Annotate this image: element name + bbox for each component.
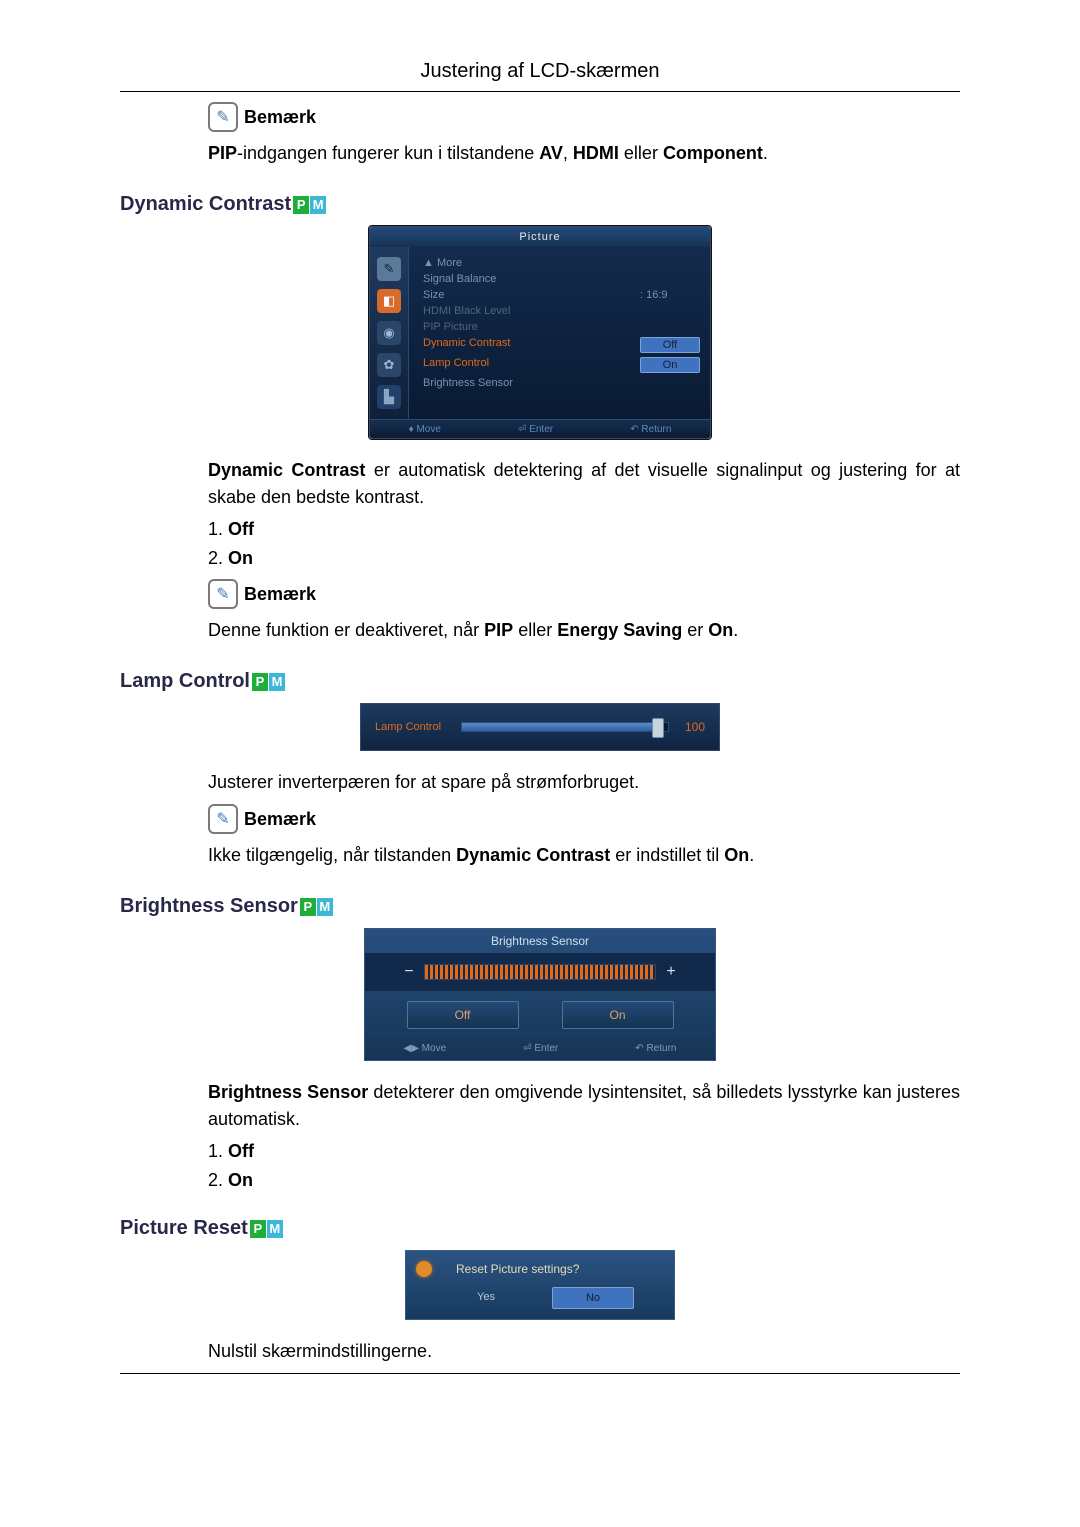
osd-signal-balance[interactable]: Signal Balance: [423, 271, 700, 287]
warning-icon: [416, 1261, 432, 1277]
lamp-slider-label: Lamp Control: [375, 721, 453, 733]
note-1: ✎ Bemærk PIP-indgangen fungerer kun i ti…: [208, 102, 960, 167]
note-2-text: Denne funktion er deaktiveret, når PIP e…: [208, 617, 960, 644]
osd-more[interactable]: ▲ More: [423, 255, 700, 271]
brightness-plus[interactable]: +: [656, 963, 686, 981]
osd-pip-picture: PIP Picture: [423, 319, 700, 335]
osd-icon-3[interactable]: ◉: [377, 321, 401, 345]
lamp-desc: Justerer inverterpæren for at spare på s…: [208, 769, 960, 796]
section-brightness-sensor: Brightness Sensor PM: [120, 895, 960, 918]
pm-badge: PM: [293, 196, 326, 214]
bsense-foot-enter: ⏎ Enter: [523, 1043, 558, 1054]
osd-footer: ♦ Move ⏎ Enter ↶ Return: [370, 419, 710, 438]
section-lamp-control: Lamp Control PM: [120, 670, 960, 693]
osd-foot-enter: ⏎ Enter: [518, 424, 553, 435]
section-picture-reset: Picture Reset PM: [120, 1217, 960, 1240]
note-3: ✎ Bemærk Ikke tilgængelig, når tilstande…: [208, 804, 960, 869]
dynamic-desc: Dynamic Contrast er automatisk detekteri…: [208, 457, 960, 511]
note-icon: ✎: [208, 102, 238, 132]
section-dynamic-contrast: Dynamic Contrast PM: [120, 193, 960, 216]
lamp-slider-figure: Lamp Control 100: [120, 703, 960, 751]
lamp-slider[interactable]: [461, 722, 669, 732]
header-rule: [120, 91, 960, 92]
bsense-foot-return: ↶ Return: [635, 1043, 676, 1054]
page-title: Justering af LCD-skærmen: [120, 60, 960, 83]
osd-icon-column: ✎ ◧ ◉ ✿ ▙: [370, 247, 409, 419]
footer-rule: [120, 1373, 960, 1374]
brightness-panel: Brightness Sensor − + Off On ◀▶ Move ⏎ E…: [120, 928, 960, 1061]
note-label: Bemærk: [244, 809, 316, 830]
osd-icon-5[interactable]: ▙: [377, 385, 401, 409]
reset-yes-button[interactable]: Yes: [446, 1287, 526, 1307]
note-icon: ✎: [208, 579, 238, 609]
brightness-minus[interactable]: −: [394, 963, 424, 981]
list-item: Off: [228, 519, 960, 540]
note-label: Bemærk: [244, 107, 316, 128]
osd-foot-move: ♦ Move: [409, 424, 441, 435]
osd-hdmi-black: HDMI Black Level: [423, 303, 700, 319]
osd-brightness-sensor[interactable]: Brightness Sensor: [423, 375, 700, 391]
page: Justering af LCD-skærmen ✎ Bemærk PIP-in…: [0, 0, 1080, 1414]
note-2: ✎ Bemærk Denne funktion er deaktiveret, …: [208, 579, 960, 644]
brightness-track[interactable]: [424, 964, 656, 980]
reset-dialog: Reset Picture settings? Yes No: [120, 1250, 960, 1320]
osd-lamp-control[interactable]: Lamp ControlOn: [423, 355, 700, 375]
list-item: Off: [228, 1141, 960, 1162]
lamp-slider-knob[interactable]: [652, 718, 664, 738]
brightness-panel-title: Brightness Sensor: [365, 929, 715, 953]
pm-badge: PM: [300, 898, 333, 916]
note-3-text: Ikke tilgængelig, når tilstanden Dynamic…: [208, 842, 960, 869]
brightness-desc: Brightness Sensor detekterer den omgiven…: [208, 1079, 960, 1133]
note-1-text: PIP-indgangen fungerer kun i tilstandene…: [208, 140, 960, 167]
brightness-off-button[interactable]: Off: [407, 1001, 519, 1029]
dynamic-options: Off On: [228, 519, 960, 569]
brightness-footer: ◀▶ Move ⏎ Enter ↶ Return: [365, 1039, 715, 1060]
list-item: On: [228, 1170, 960, 1191]
lamp-slider-value: 100: [677, 720, 705, 734]
brightness-options: Off On: [228, 1141, 960, 1191]
osd-icon-4[interactable]: ✿: [377, 353, 401, 377]
osd-dynamic-contrast[interactable]: Dynamic ContrastOff: [423, 335, 700, 355]
osd-icon-2[interactable]: ◧: [377, 289, 401, 313]
bsense-foot-move: ◀▶ Move: [404, 1043, 447, 1054]
reset-desc: Nulstil skærmindstillingerne.: [208, 1338, 960, 1365]
osd-title: Picture: [370, 227, 710, 247]
reset-no-button[interactable]: No: [552, 1287, 634, 1309]
note-icon: ✎: [208, 804, 238, 834]
list-item: On: [228, 548, 960, 569]
osd-picture-menu: Picture ✎ ◧ ◉ ✿ ▙ ▲ More Signal Balance …: [120, 226, 960, 439]
reset-question: Reset Picture settings?: [456, 1262, 579, 1276]
note-label: Bemærk: [244, 584, 316, 605]
osd-size[interactable]: Size: 16:9: [423, 287, 700, 303]
osd-list: ▲ More Signal Balance Size: 16:9 HDMI Bl…: [409, 247, 710, 419]
pm-badge: PM: [250, 1220, 283, 1238]
brightness-on-button[interactable]: On: [562, 1001, 674, 1029]
osd-foot-return: ↶ Return: [630, 424, 671, 435]
pm-badge: PM: [252, 673, 285, 691]
osd-icon-1[interactable]: ✎: [377, 257, 401, 281]
